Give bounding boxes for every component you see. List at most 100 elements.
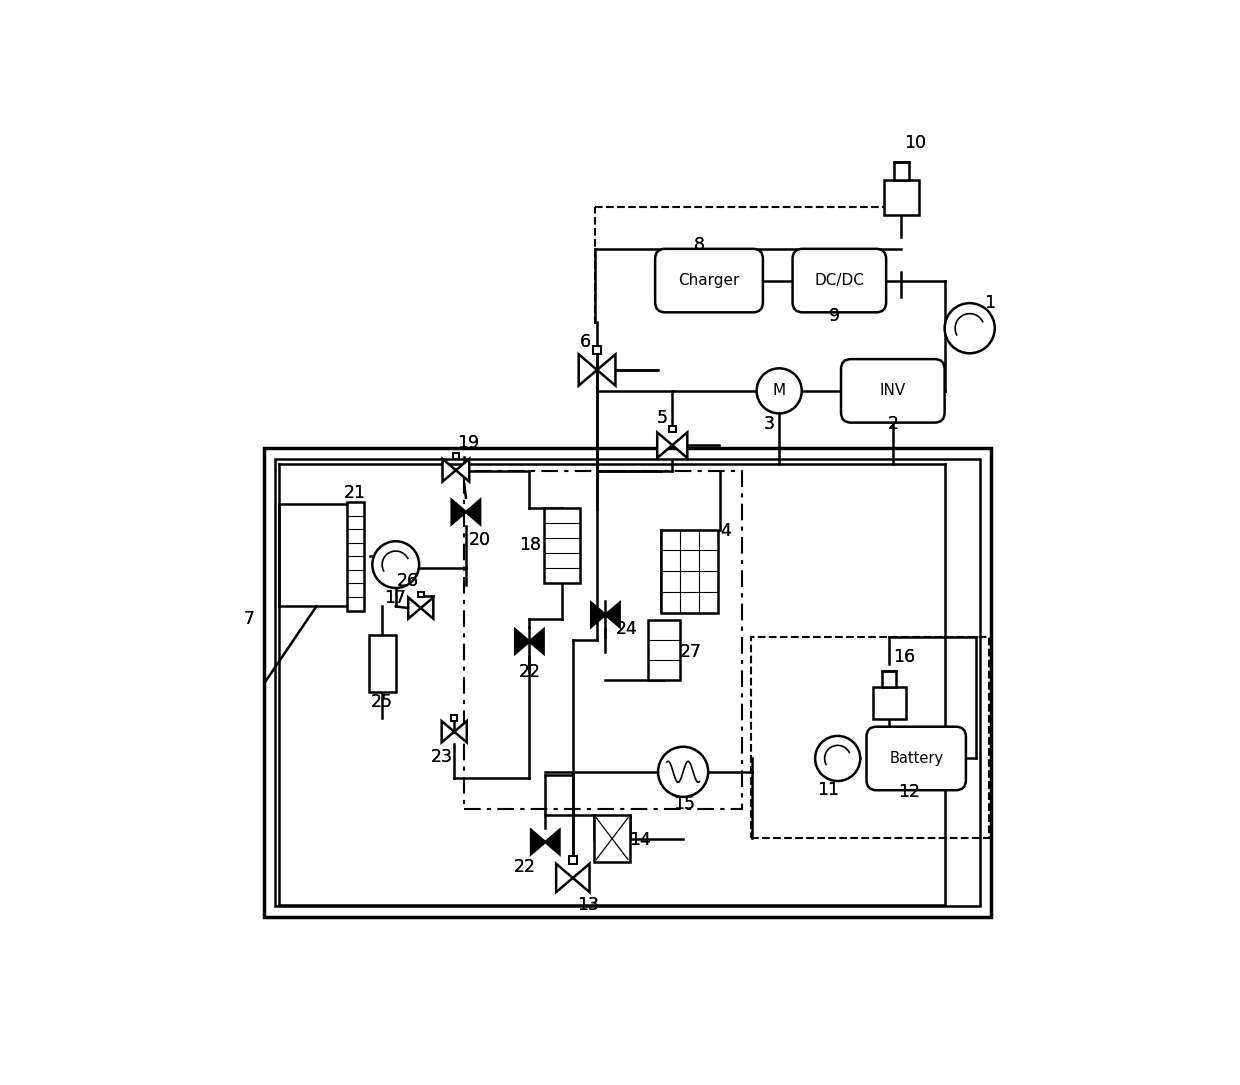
Text: 16: 16 [894,648,915,665]
Text: 6: 6 [580,333,591,352]
Bar [894,162,909,180]
Text: 20: 20 [469,531,490,549]
Polygon shape [441,722,454,742]
Polygon shape [556,864,573,892]
Polygon shape [598,355,615,385]
FancyBboxPatch shape [867,727,966,790]
Text: 10: 10 [904,133,926,152]
Text: 5: 5 [657,409,667,427]
Polygon shape [657,433,672,458]
Text: 9: 9 [828,307,839,324]
Polygon shape [456,459,469,482]
Text: 21: 21 [343,484,366,501]
Bar [544,508,579,583]
Polygon shape [579,355,598,385]
Text: DC/DC: DC/DC [815,273,864,289]
Text: INV: INV [879,383,906,398]
Text: 20: 20 [469,531,490,549]
Text: 9: 9 [828,307,839,324]
Text: 22: 22 [518,663,541,680]
Bar [274,459,980,906]
Text: 25: 25 [371,693,393,712]
Text: 21: 21 [343,484,366,501]
Bar [418,591,424,598]
Text: 12: 12 [899,783,920,801]
Text: 2: 2 [888,416,898,433]
Bar [594,815,630,863]
Text: 14: 14 [630,831,651,850]
Text: M: M [773,383,786,398]
Text: 16: 16 [894,648,915,665]
Bar [750,637,988,838]
Text: 11: 11 [817,781,838,800]
Text: 19: 19 [458,434,480,451]
Text: 8: 8 [693,237,704,255]
Bar [873,687,906,718]
Circle shape [658,746,708,796]
Text: 24: 24 [616,620,639,638]
Polygon shape [408,598,420,618]
Text: 26: 26 [397,573,419,590]
Bar [370,635,396,691]
Text: 23: 23 [430,748,453,766]
Text: 13: 13 [577,895,599,914]
Text: 1: 1 [985,294,996,312]
Bar [668,425,676,433]
Text: 15: 15 [673,795,694,814]
Bar [264,448,991,917]
Polygon shape [531,830,546,854]
Text: 7: 7 [244,610,255,628]
Bar [661,529,718,613]
Bar [569,856,577,864]
Text: 18: 18 [520,536,541,554]
Polygon shape [591,602,605,627]
Bar [884,180,919,215]
Text: 19: 19 [458,434,480,451]
Polygon shape [515,629,529,653]
Polygon shape [672,433,687,458]
Bar [347,502,365,611]
Text: 15: 15 [673,795,694,814]
Text: 11: 11 [817,781,838,800]
Text: 18: 18 [520,536,541,554]
Circle shape [372,541,419,588]
Text: 3: 3 [764,416,775,433]
Bar [464,471,743,808]
Polygon shape [454,722,466,742]
Text: 6: 6 [580,333,591,352]
FancyBboxPatch shape [655,248,763,312]
Text: 1: 1 [985,294,996,312]
Text: 23: 23 [430,748,453,766]
Polygon shape [451,500,466,524]
Text: 4: 4 [720,522,732,540]
Text: 10: 10 [904,133,926,152]
Text: 26: 26 [397,573,419,590]
Text: 17: 17 [384,589,405,607]
Bar [883,671,897,687]
Text: 22: 22 [518,663,541,680]
Text: 8: 8 [693,237,704,255]
Polygon shape [573,864,589,892]
Text: 22: 22 [515,858,536,876]
Polygon shape [420,598,433,618]
Text: 4: 4 [720,522,732,540]
Text: 7: 7 [244,610,255,628]
Text: 5: 5 [657,409,667,427]
Text: 12: 12 [899,783,920,801]
FancyBboxPatch shape [841,359,945,423]
Text: 13: 13 [577,895,599,914]
Polygon shape [605,602,620,627]
Bar [593,346,601,355]
Text: 22: 22 [515,858,536,876]
Text: 17: 17 [384,589,405,607]
Circle shape [815,736,861,781]
Circle shape [945,303,994,354]
Text: Charger: Charger [678,273,740,289]
Bar [453,452,459,459]
Polygon shape [546,830,559,854]
Text: 14: 14 [630,831,651,850]
Polygon shape [466,500,480,524]
Text: Battery: Battery [889,751,944,766]
Circle shape [756,368,802,413]
Text: 3: 3 [764,416,775,433]
